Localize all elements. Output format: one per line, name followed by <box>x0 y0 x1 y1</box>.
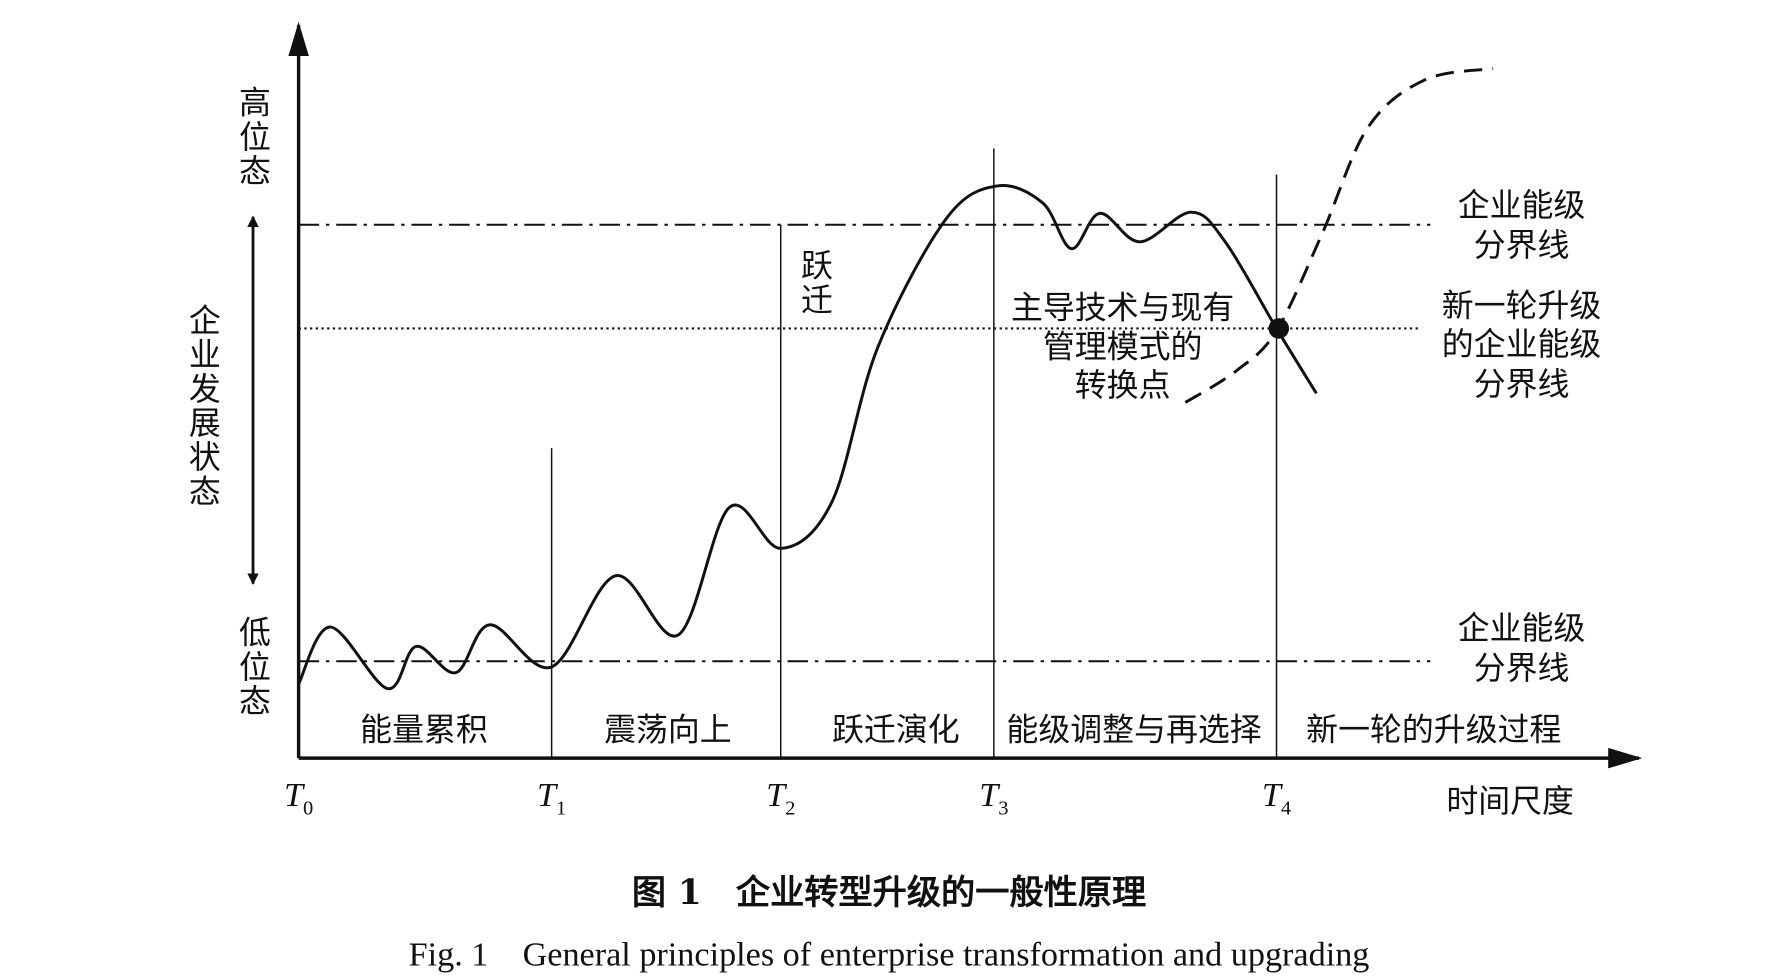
phase-label: 跃迁演化 <box>832 710 960 748</box>
boundary-label: 企业能级 <box>1458 186 1586 224</box>
time-main: T <box>284 777 306 814</box>
time-label: T3 <box>979 777 1008 819</box>
time-main: T <box>537 777 559 814</box>
time-sub: 4 <box>1281 797 1291 819</box>
y-bottom-label: 低位态 <box>234 616 272 719</box>
phase-label: 能量累积 <box>360 710 488 748</box>
time-label: T2 <box>766 777 795 819</box>
time-sub: 0 <box>303 797 313 819</box>
boundary-label: 分界线 <box>1474 226 1570 264</box>
caption-cn: 图 1 企业转型升级的一般性原理 <box>632 873 1146 913</box>
boundary-label: 的企业能级 <box>1442 325 1602 363</box>
time-main: T <box>766 777 788 814</box>
switch-label: 管理模式的 <box>1043 327 1203 365</box>
switch-point <box>1268 318 1290 339</box>
time-main: T <box>1262 777 1284 814</box>
time-main: T <box>979 777 1001 814</box>
boundary-label: 分界线 <box>1474 365 1570 403</box>
boundary-label: 企业能级 <box>1458 609 1586 647</box>
phase-label: 震荡向上 <box>604 710 732 748</box>
development-curve <box>297 184 1318 691</box>
caption-en: Fig. 1 General principles of enterprise … <box>409 936 1370 973</box>
time-sub: 1 <box>556 797 566 819</box>
time-label: T4 <box>1262 777 1291 819</box>
time-label: T1 <box>537 777 566 819</box>
y-axis-title: 企业发展状态 <box>184 303 222 508</box>
leap-label: 跃迁 <box>796 249 834 317</box>
time-label: T0 <box>284 777 313 819</box>
x-axis-title: 时间尺度 <box>1446 782 1574 820</box>
phase-label: 新一轮的升级过程 <box>1306 710 1561 748</box>
switch-label: 主导技术与现有 <box>1011 289 1234 327</box>
switch-label: 转换点 <box>1075 366 1171 404</box>
y-top-label: 高位态 <box>234 86 272 189</box>
phase-label: 能级调整与再选择 <box>1006 710 1261 748</box>
boundary-label: 分界线 <box>1474 649 1570 687</box>
boundary-label: 新一轮升级 <box>1442 286 1602 324</box>
time-sub: 3 <box>998 797 1008 819</box>
time-sub: 2 <box>785 797 795 819</box>
new-curve <box>1184 67 1494 404</box>
